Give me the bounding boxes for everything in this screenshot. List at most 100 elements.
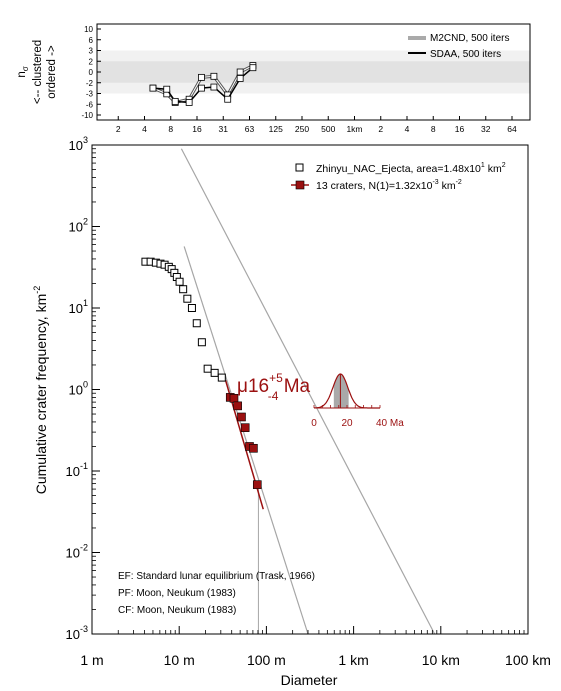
x-tick-label: 31 — [219, 124, 229, 134]
legend-m2cnd-label: M2CND, 500 iters — [430, 33, 509, 44]
y-tick-label: -2 — [86, 79, 94, 88]
legend-all-craters-sup2: 2 — [502, 162, 506, 169]
age-pdf-tick-label: 20 — [341, 418, 353, 429]
y-tick-label: 100 — [69, 380, 88, 398]
crater-point — [175, 277, 184, 286]
ylabel-n-sub: σ — [21, 66, 30, 71]
age-pdf-tick-label: 0 — [311, 418, 317, 429]
crater-point — [217, 373, 226, 382]
crater-point — [203, 364, 212, 373]
y-tick-label: 6 — [89, 36, 94, 45]
series-point — [198, 73, 205, 81]
randomness-x-axis: 2 4 8 16 31 63 125 250 500 1km 2 4 8 16 32 64 — [116, 116, 517, 134]
age-pdf-shade — [333, 374, 349, 408]
x-tick-label: 32 — [481, 124, 491, 134]
fitted-crater-point — [252, 480, 262, 489]
csfd-x-axis: 1 m 10 m 100 m 1 km 10 km 100 km — [80, 626, 551, 668]
crater-point — [197, 338, 206, 347]
x-tick-label: 8 — [431, 124, 436, 134]
age-label: μ16+5 -4 Ma — [237, 371, 311, 403]
series-point — [224, 95, 232, 103]
y-tick-base: 10 — [66, 464, 80, 479]
fitted-crater-point — [233, 401, 242, 411]
age-probability-curve: 0 20 40 Ma — [311, 373, 404, 429]
series-point — [149, 84, 157, 92]
x-tick-label: 8 — [168, 124, 173, 134]
y-tick-exp: 2 — [83, 217, 88, 227]
x-tick-label: 125 — [269, 124, 283, 134]
y-tick-label: 2 — [89, 57, 94, 66]
y-tick-label: 101 — [69, 298, 88, 316]
x-tick-label: 100 km — [505, 652, 551, 668]
randomness-series — [149, 62, 257, 106]
legend-fit-label: 13 craters, N(1)=1.32x10-3 km-2 — [316, 179, 462, 192]
legend-fit-tail: km — [439, 180, 456, 192]
ylabel-n: nσ — [16, 66, 30, 77]
series-point — [171, 97, 179, 105]
series-point — [185, 99, 193, 106]
y-axis-title: Cumulative crater frequency, km-2 — [32, 286, 49, 495]
x-tick-label: 4 — [405, 124, 410, 134]
note-ef: EF: Standard lunar equilibrium (Trask, 1… — [118, 571, 315, 582]
y-tick-label: -10 — [81, 111, 93, 120]
y-tick-label: 10-2 — [66, 543, 88, 561]
crater-point — [192, 319, 201, 328]
y-tick-exp: -1 — [80, 461, 88, 471]
age-plus: +5 — [269, 371, 283, 385]
x-tick-label: 16 — [455, 124, 465, 134]
age-pdf-tick-label: 40 Ma — [376, 418, 404, 429]
y-tick-base: 10 — [69, 220, 83, 235]
y-tick-label: 10-3 — [66, 624, 88, 642]
x-tick-label: 2 — [116, 124, 121, 134]
age-minus: -4 — [268, 389, 279, 403]
crater-point — [187, 304, 196, 312]
crater-point — [210, 368, 219, 377]
randomness-legend: M2CND, 500 iters SDAA, 500 iters — [408, 33, 509, 60]
y-tick-base: 10 — [69, 301, 83, 316]
isochron-ef — [180, 148, 436, 635]
isochron-pf — [183, 246, 309, 635]
series-point — [210, 72, 218, 80]
ylabel-ordered: ordered -> — [46, 45, 58, 99]
crater-points — [141, 257, 262, 489]
legend-fit-marker — [295, 180, 305, 190]
series-point — [249, 64, 257, 72]
x-tick-label: 1km — [346, 124, 362, 134]
x-tick-label: 1 m — [80, 652, 103, 668]
note-pf: PF: Moon, Neukum (1983) — [118, 588, 236, 599]
x-tick-label: 1 km — [338, 652, 368, 668]
series-point — [163, 85, 171, 93]
x-tick-label: 64 — [507, 124, 517, 134]
age-unit: Ma — [278, 376, 310, 397]
csfd-legend: Zhinyu_NAC_Ejecta, area=1.48x101 km2 13 … — [291, 162, 506, 192]
crater-point — [183, 294, 192, 303]
y-tick-exp: -3 — [80, 624, 88, 634]
randomness-y-label: ordered -> <-- clustered nσ — [16, 40, 58, 104]
legend-all-craters-text: Zhinyu_NAC_Ejecta, area=1.48x10 — [316, 163, 481, 175]
x-axis-title: Diameter — [281, 672, 338, 688]
ylabel-clustered: <-- clustered — [32, 40, 44, 104]
legend-all-craters-tail: km — [485, 163, 502, 175]
fitted-crater-point — [240, 423, 250, 432]
fitted-crater-point — [237, 412, 246, 422]
y-tick-label: 103 — [69, 135, 88, 153]
y-tick-base: 10 — [66, 546, 80, 561]
crater-point — [179, 285, 188, 294]
series-point — [236, 68, 244, 76]
y-tick-exp: 1 — [83, 298, 88, 308]
age-value: 16 — [248, 376, 269, 397]
x-tick-label: 2 — [378, 124, 383, 134]
legend-fit-text: 13 craters, N(1)=1.32x10 — [316, 180, 433, 192]
x-tick-label: 4 — [142, 124, 147, 134]
legend-all-craters-sup: 1 — [481, 162, 485, 169]
band-2-sigma — [97, 61, 530, 83]
randomness-y-axis: 10 6 32 0 -2 -3-6 -10 — [81, 25, 101, 120]
y-axis-title-sup: -2 — [32, 286, 42, 294]
legend-sdaa-label: SDAA, 500 iters — [430, 49, 501, 60]
y-tick-label: 10 — [84, 25, 93, 34]
legend-all-craters-marker — [295, 163, 304, 172]
